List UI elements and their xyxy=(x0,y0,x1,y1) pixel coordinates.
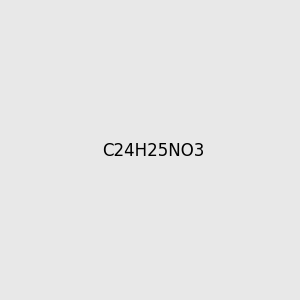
Text: C24H25NO3: C24H25NO3 xyxy=(103,142,205,160)
